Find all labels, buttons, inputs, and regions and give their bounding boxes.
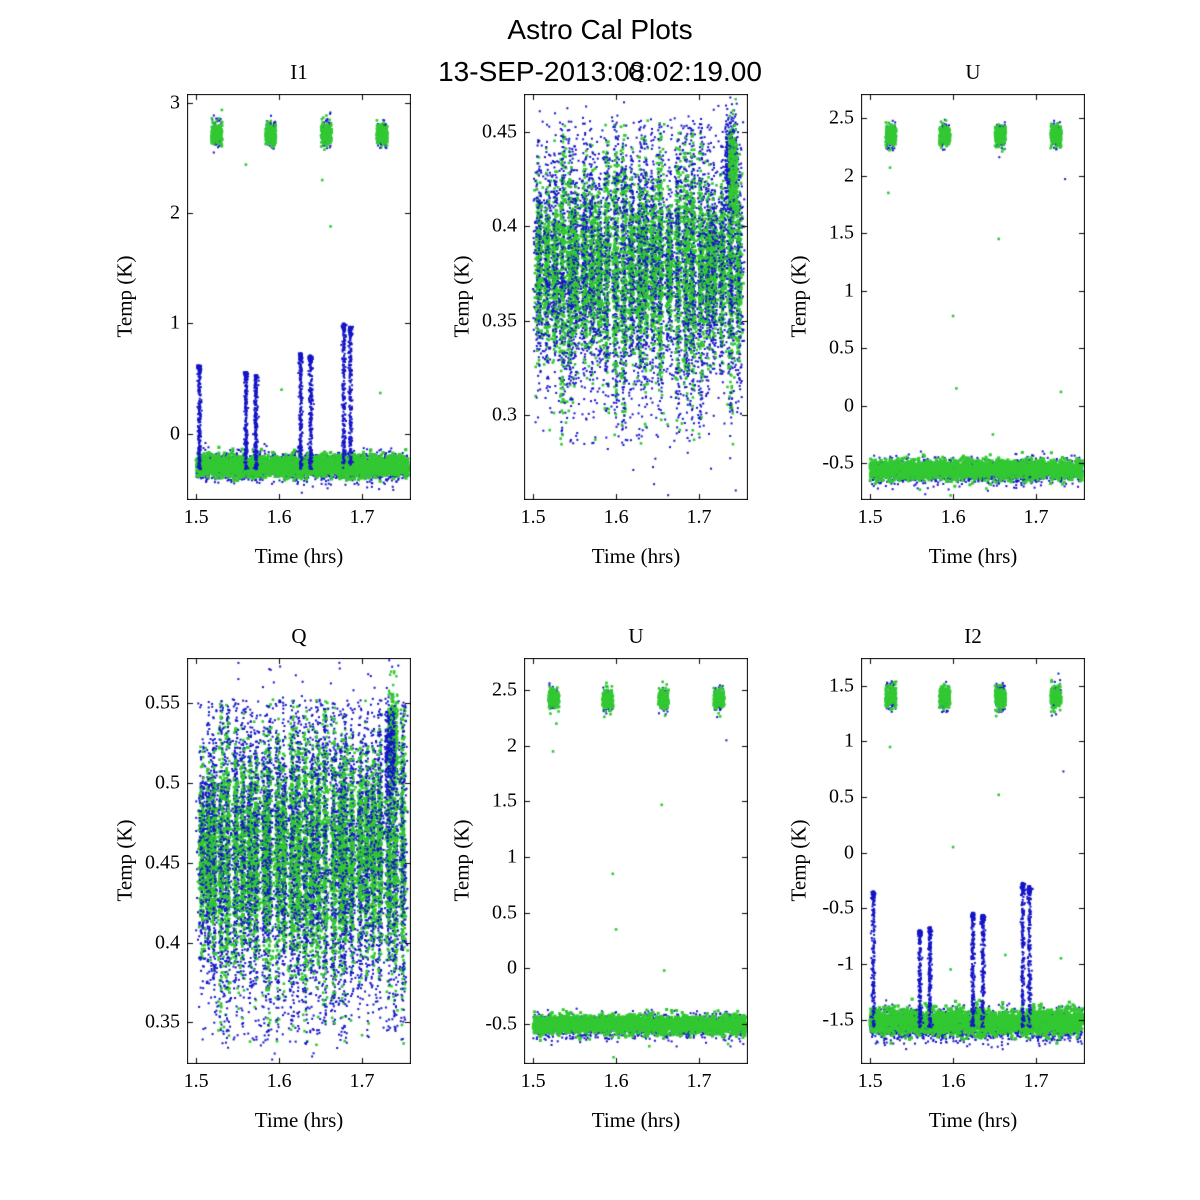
x-axis-label: Time (hrs) (254, 1108, 344, 1132)
y-tick-label: 2 (507, 734, 517, 757)
y-tick-labels: -0.5 0 0.5 1 1.5 2 2.5 (404, 658, 517, 1064)
subplot-i2: I2 Temp (K) -1.5 -1 -0.5 0 0.5 1 1.5 1.5 1.6 1.7… (741, 618, 1085, 1184)
subplot-title: I2 (964, 624, 982, 648)
x-tick-label: 1.6 (603, 1070, 629, 1092)
x-tick-label: 1.7 (349, 506, 375, 528)
x-tick-labels: 1.5 1.6 1.7 (183, 506, 411, 530)
y-tick-label: 1 (170, 311, 180, 334)
subplot-title: Q (628, 60, 644, 84)
x-tick-labels: 1.5 1.6 1.7 (857, 506, 1085, 530)
y-tick-label: 0.45 (145, 851, 180, 874)
y-tick-label: 0.5 (829, 785, 854, 808)
plot-area (524, 94, 748, 500)
plot-area (187, 94, 411, 500)
y-tick-labels: 0 1 2 3 (67, 91, 180, 500)
subplot-title: U (965, 60, 981, 84)
y-tick-label: 2.5 (829, 106, 854, 129)
y-tick-label: 0.35 (145, 1010, 180, 1033)
y-tick-label: 0.5 (492, 901, 517, 924)
x-tick-label: 1.5 (520, 1070, 546, 1092)
y-tick-label: 2.5 (492, 678, 517, 701)
y-tick-label: 0.5 (155, 771, 180, 794)
subplot-title: Q (291, 624, 307, 648)
x-tick-labels: 1.5 1.6 1.7 (520, 1070, 748, 1094)
y-tick-label: 3 (170, 91, 180, 114)
subplot-title: U (628, 624, 644, 648)
x-tick-labels: 1.5 1.6 1.7 (520, 506, 748, 530)
y-tick-label: -0.5 (485, 1012, 517, 1035)
y-tick-label: 0 (507, 956, 517, 979)
x-tick-label: 1.6 (940, 506, 966, 528)
x-tick-label: 1.7 (349, 1070, 375, 1092)
y-tick-label: 0 (844, 841, 854, 864)
x-tick-label: 1.7 (1023, 506, 1049, 528)
x-tick-label: 1.6 (940, 1070, 966, 1092)
x-axis-label: Time (hrs) (591, 544, 681, 568)
y-tick-label: 1 (844, 729, 854, 752)
y-tick-label: -1.5 (822, 1008, 854, 1030)
y-tick-label: 1 (844, 279, 854, 302)
plot-area (861, 94, 1085, 500)
x-tick-label: 1.6 (266, 1070, 292, 1092)
y-tick-label: 0.3 (492, 403, 517, 426)
y-tick-label: 0.4 (492, 214, 517, 237)
y-tick-labels: 0.3 0.35 0.4 0.45 (404, 94, 517, 500)
y-tick-label: 0.5 (829, 336, 854, 359)
x-tick-label: 1.5 (183, 506, 209, 528)
y-tick-label: 0 (170, 422, 180, 445)
x-axis-label: Time (hrs) (254, 544, 344, 568)
y-tick-label: 1.5 (492, 789, 517, 812)
x-tick-label: 1.6 (603, 506, 629, 528)
x-axis-label: Time (hrs) (591, 1108, 681, 1132)
y-tick-label: 0.35 (482, 309, 517, 332)
y-tick-label: -1 (837, 952, 854, 975)
y-tick-label: 0.4 (155, 931, 180, 954)
y-tick-label: 2 (844, 164, 854, 187)
subplot-q-bottom: Q Temp (K) 0.35 0.4 0.45 0.5 0.55 1.5 1.6 1.7 … (67, 618, 411, 1184)
y-tick-label: -0.5 (822, 451, 854, 474)
x-tick-labels: 1.5 1.6 1.7 (857, 1070, 1085, 1094)
x-tick-label: 1.6 (266, 506, 292, 528)
subplot-u-top: U Temp (K) -0.5 0 0.5 1 1.5 2 2.5 1.5 1.6 1.7 Ti… (741, 54, 1085, 620)
plot-area (187, 658, 411, 1064)
x-tick-label: 1.5 (857, 506, 883, 528)
y-tick-label: 1.5 (829, 674, 854, 697)
y-tick-label: 0.55 (145, 691, 180, 714)
x-tick-label: 1.7 (686, 506, 712, 528)
x-tick-labels: 1.5 1.6 1.7 (183, 1070, 411, 1094)
subplot-title: I1 (290, 60, 308, 84)
y-tick-label: 2 (170, 201, 180, 224)
y-tick-labels: -1.5 -1 -0.5 0 0.5 1 1.5 (741, 658, 854, 1064)
subplot-u-bottom: U Temp (K) -0.5 0 0.5 1 1.5 2 2.5 1.5 1.6 1.7 Ti… (404, 618, 748, 1184)
subplot-q-top: Q Temp (K) 0.3 0.35 0.4 0.45 1.5 1.6 1.7 Time… (404, 54, 748, 620)
x-axis-label: Time (hrs) (928, 544, 1018, 568)
x-tick-label: 1.5 (857, 1070, 883, 1092)
x-tick-label: 1.5 (520, 506, 546, 528)
y-tick-label: 0.45 (482, 120, 517, 143)
figure-timestamp: 13-SEP-2013:08:02:19.00 (438, 56, 762, 87)
plot-area (861, 658, 1085, 1064)
x-tick-label: 1.5 (183, 1070, 209, 1092)
x-tick-label: 1.7 (686, 1070, 712, 1092)
y-tick-label: 1.5 (829, 221, 854, 244)
x-tick-label: 1.7 (1023, 1070, 1049, 1092)
y-tick-label: 1 (507, 845, 517, 868)
y-tick-label: -0.5 (822, 896, 854, 919)
y-tick-labels: -0.5 0 0.5 1 1.5 2 2.5 (741, 94, 854, 500)
plot-area (524, 658, 748, 1064)
y-tick-label: 0 (844, 394, 854, 417)
x-axis-label: Time (hrs) (928, 1108, 1018, 1132)
y-tick-labels: 0.35 0.4 0.45 0.5 0.55 (67, 658, 180, 1064)
figure-title: Astro Cal Plots (507, 14, 693, 45)
